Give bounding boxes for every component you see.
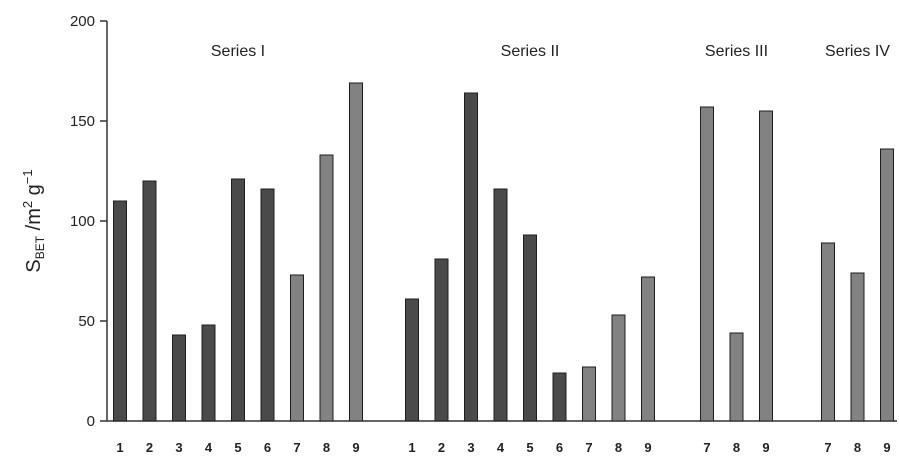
y-tick-label: 50 [78,313,95,330]
bar-1-6 [260,188,275,422]
bar-4-9 [880,148,894,422]
x-tick-label: 8 [323,440,330,455]
x-tick-label: 7 [703,440,710,455]
bar-1-4 [201,324,216,422]
x-tick-label: 8 [615,440,622,455]
bar-1-9 [349,82,363,422]
x-tick-label: 4 [497,440,505,455]
bar-2-4 [493,188,508,422]
x-tick-label: 6 [264,440,271,455]
bar-4-8 [850,272,865,422]
series-label: Series I [211,43,265,60]
x-tick-label: 7 [585,440,592,455]
y-tick-label: 100 [70,213,95,230]
x-tick-label: 2 [438,440,445,455]
x-tick-label: 7 [293,440,300,455]
bar-2-6 [552,372,567,422]
x-tick-label: 1 [116,440,123,455]
series-label: Series III [705,43,768,60]
x-tick-label: 4 [205,440,213,455]
bar-2-5 [523,234,537,422]
bar-1-5 [231,178,245,422]
y-axis-label-part: 2 [20,201,35,208]
y-axis-label-part: S [23,259,45,272]
y-axis-label: SBET /m2 g−1 [20,169,47,272]
x-tick-label: 7 [824,440,831,455]
x-tick-label: 9 [762,440,769,455]
x-tick-label: 8 [733,440,740,455]
series-label: Series II [501,43,560,60]
bar-2-1 [405,298,419,422]
x-tick-labels: 1 2 3 4 5 6 7 8 9 1 2 3 4 5 6 7 8 9 7 8 9 7 8 9 [116,440,890,455]
bar-1-1 [113,200,127,422]
bar-1-3 [172,334,186,422]
y-tick-label: 0 [87,413,95,430]
bars [113,82,894,422]
y-axis-label-part: /m [23,208,45,236]
bar-2-9 [641,276,655,422]
y-tick-label: 200 [70,13,95,30]
series-labels: Series I Series II Series III Series IV [211,43,890,60]
bar-4-7 [821,242,835,422]
y-axis-label-part: −1 [20,169,35,184]
x-tick-label: 5 [234,440,241,455]
bar-2-3 [464,92,478,422]
y-axis-label-part: BET [33,235,47,259]
x-tick-label: 5 [526,440,533,455]
bar-2-8 [611,314,626,422]
bar-1-2 [142,180,157,422]
y-axis-label-part: g [23,184,45,201]
x-tick-label: 9 [352,440,359,455]
series-label: Series IV [825,43,890,60]
bar-1-8 [319,154,334,422]
bar-1-7 [290,274,304,422]
bar-2-2 [434,258,449,422]
x-tick-label: 8 [854,440,861,455]
bar-3-8 [729,332,744,422]
x-tick-label: 9 [883,440,890,455]
x-tick-label: 3 [467,440,474,455]
bar-3-9 [759,110,773,422]
bar-3-7 [700,106,714,422]
x-tick-label: 1 [408,440,415,455]
y-tick-label: 150 [70,113,95,130]
y-axis-title: SBET /m2 g−1 [20,169,47,272]
x-tick-label: 9 [644,440,651,455]
x-tick-label: 3 [175,440,182,455]
bar-2-7 [582,366,596,422]
x-tick-label: 2 [146,440,153,455]
x-tick-label: 6 [556,440,563,455]
